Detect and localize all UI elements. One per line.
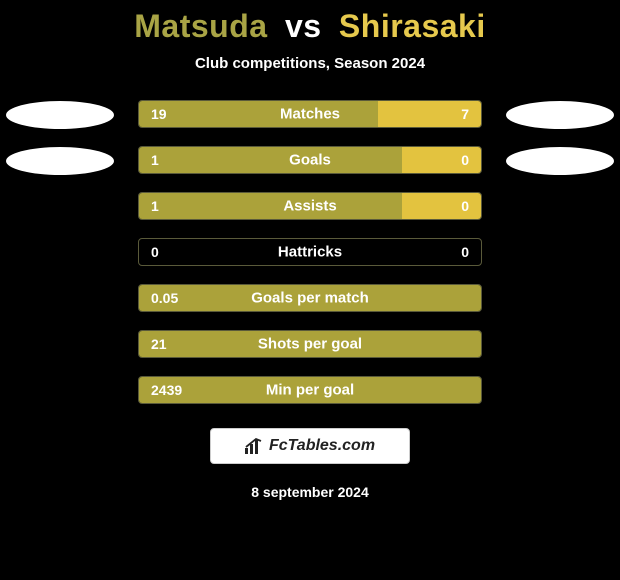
comparison-card: Matsuda vs Shirasaki Club competitions, …: [0, 0, 620, 580]
stat-value-left: 1: [151, 152, 159, 168]
title-player1: Matsuda: [134, 8, 267, 44]
title-vs: vs: [285, 8, 322, 44]
stat-label: Assists: [283, 198, 336, 215]
bar-track: 1 0 Goals: [138, 146, 482, 174]
title-player2: Shirasaki: [339, 8, 486, 44]
stat-bars: 19 7 Matches 1 0 Goals 1 0 Assists 0 0 Hattricks 0.0…: [0, 100, 620, 406]
stat-value-right: 0: [461, 152, 469, 168]
bar-track: 0.05 Goals per match: [138, 284, 482, 312]
stat-value-left: 2439: [151, 382, 182, 398]
bar-fill-left: [139, 147, 402, 173]
bar-fill-left: [139, 193, 402, 219]
stat-label: Hattricks: [278, 244, 342, 261]
player1-badge: [6, 101, 114, 129]
bar-track: 0 0 Hattricks: [138, 238, 482, 266]
footer-date: 8 september 2024: [0, 484, 620, 500]
stat-label: Shots per goal: [258, 336, 362, 353]
brand-text: FcTables.com: [269, 437, 375, 455]
stat-label: Matches: [280, 106, 340, 123]
brand-badge[interactable]: FcTables.com: [210, 428, 410, 464]
stat-row: 21 Shots per goal: [0, 330, 620, 360]
bar-track: 1 0 Assists: [138, 192, 482, 220]
stat-value-left: 1: [151, 198, 159, 214]
player1-badge: [6, 147, 114, 175]
stat-value-left: 19: [151, 106, 167, 122]
stat-value-left: 0: [151, 244, 159, 260]
stat-value-left: 0.05: [151, 290, 178, 306]
stat-value-right: 0: [461, 198, 469, 214]
stat-label: Goals: [289, 152, 331, 169]
stat-label: Min per goal: [266, 382, 354, 399]
player2-badge: [506, 101, 614, 129]
stat-value-left: 21: [151, 336, 167, 352]
stat-row: 0.05 Goals per match: [0, 284, 620, 314]
stat-row: 2439 Min per goal: [0, 376, 620, 406]
player2-badge: [506, 147, 614, 175]
stat-label: Goals per match: [251, 290, 369, 307]
bar-track: 21 Shots per goal: [138, 330, 482, 358]
stat-row: 1 0 Goals: [0, 146, 620, 176]
chart-icon: [245, 438, 263, 454]
subtitle: Club competitions, Season 2024: [0, 55, 620, 72]
page-title: Matsuda vs Shirasaki: [0, 8, 620, 45]
bar-track: 19 7 Matches: [138, 100, 482, 128]
stat-row: 1 0 Assists: [0, 192, 620, 222]
stat-value-right: 7: [461, 106, 469, 122]
stat-value-right: 0: [461, 244, 469, 260]
bar-track: 2439 Min per goal: [138, 376, 482, 404]
stat-row: 19 7 Matches: [0, 100, 620, 130]
stat-row: 0 0 Hattricks: [0, 238, 620, 268]
bar-fill-left: [139, 101, 378, 127]
